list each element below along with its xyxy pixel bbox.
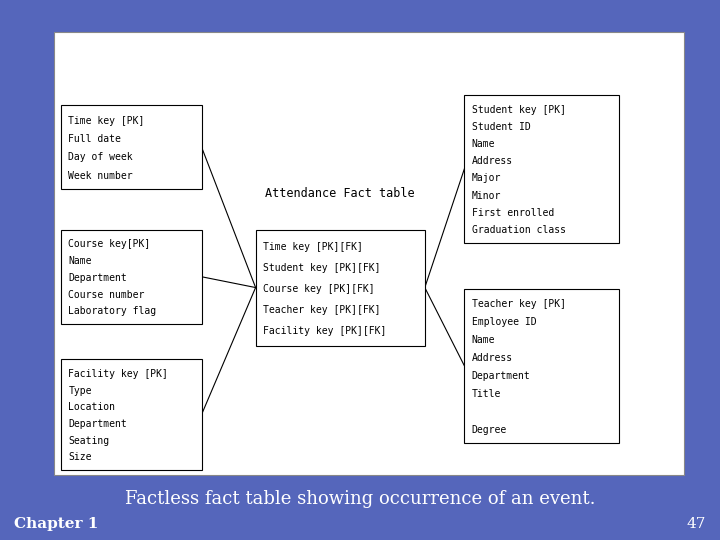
Bar (61, 105, 202, 189)
Text: Course key [PK][FK]: Course key [PK][FK] (263, 284, 374, 294)
Text: Size: Size (68, 452, 92, 462)
Text: Department: Department (68, 273, 127, 283)
Text: Full date: Full date (68, 134, 121, 144)
Text: Student key [PK][FK]: Student key [PK][FK] (263, 262, 380, 273)
Text: Facility key [PK]: Facility key [PK] (68, 369, 168, 379)
Text: Title: Title (472, 389, 501, 399)
Text: Course key[PK]: Course key[PK] (68, 239, 150, 249)
Text: Department: Department (68, 419, 127, 429)
Text: Factless fact table showing occurrence of an event.: Factless fact table showing occurrence o… (125, 490, 595, 509)
Text: Time key [PK]: Time key [PK] (68, 116, 145, 126)
Text: Degree: Degree (472, 424, 507, 435)
Text: Minor: Minor (472, 191, 501, 201)
Bar (61, 230, 202, 324)
Text: Course number: Course number (68, 289, 145, 300)
Text: 47: 47 (686, 517, 706, 531)
Bar (256, 230, 425, 346)
Text: Teacher key [PK]: Teacher key [PK] (472, 299, 566, 309)
Text: Graduation class: Graduation class (472, 225, 566, 235)
Text: Department: Department (472, 371, 531, 381)
Bar (61, 359, 202, 470)
Text: Week number: Week number (68, 171, 133, 180)
Text: Student ID: Student ID (472, 122, 531, 132)
Text: Major: Major (472, 173, 501, 184)
Text: Employee ID: Employee ID (472, 317, 536, 327)
Text: Time key [PK][FK]: Time key [PK][FK] (263, 241, 363, 252)
Text: Type: Type (68, 386, 92, 396)
Text: Location: Location (68, 402, 115, 412)
Text: Seating: Seating (68, 435, 109, 445)
Text: Name: Name (472, 335, 495, 345)
Text: Facility key [PK][FK]: Facility key [PK][FK] (263, 326, 386, 336)
Bar (464, 289, 619, 443)
Text: First enrolled: First enrolled (472, 208, 554, 218)
Bar (464, 94, 619, 243)
Text: Teacher key [PK][FK]: Teacher key [PK][FK] (263, 305, 380, 315)
Text: Day of week: Day of week (68, 152, 133, 163)
Text: Name: Name (68, 256, 92, 266)
Text: Attendance Fact table: Attendance Fact table (266, 187, 415, 200)
Text: Address: Address (472, 156, 513, 166)
Bar (54, 32, 684, 475)
Text: Chapter 1: Chapter 1 (14, 517, 99, 531)
Text: Address: Address (472, 353, 513, 363)
Text: Student key [PK]: Student key [PK] (472, 105, 566, 114)
Text: Laboratory flag: Laboratory flag (68, 306, 156, 316)
Text: Name: Name (472, 139, 495, 149)
